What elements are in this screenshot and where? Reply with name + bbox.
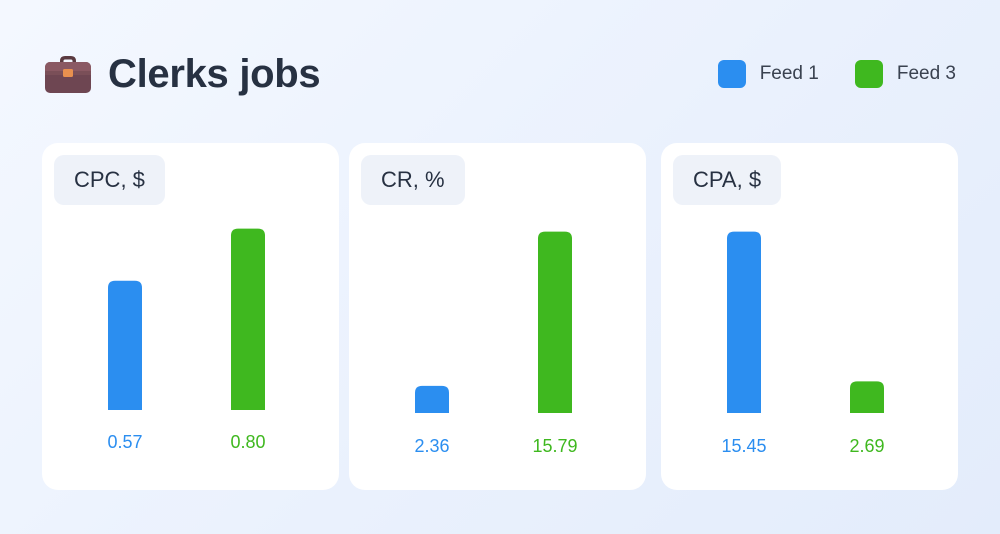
data-label: 15.79 [532,436,577,456]
data-label: 2.69 [849,436,884,456]
chart-card-cr: 2.36 15.79 CR, % [349,143,646,490]
legend-swatch-feed-1 [717,60,746,88]
legend-label: Feed 1 [759,63,819,84]
page-title: Clerks jobs [108,51,321,96]
data-label: 0.80 [230,432,265,452]
chart-card-cpc: 0.57 0.80 CPC, $ [42,143,339,490]
legend: Feed 1 Feed 3 [682,60,956,88]
bar-feed-3 [231,228,265,410]
chart-cpc: 0.57 0.80 [107,228,266,452]
bar-feed-1 [727,231,761,413]
chart-cr: 2.36 15.79 [414,231,578,456]
data-label: 15.45 [721,436,766,456]
briefcase-icon [44,54,92,94]
data-label: 0.57 [107,432,142,452]
chart-card-cpa: 15.45 2.69 CPA, $ [661,143,958,490]
bar-feed-3 [850,381,884,413]
legend-item-feed-1: Feed 1 [717,60,819,88]
chart-title: CPA, $ [673,155,782,205]
bar-feed-3 [538,231,572,413]
chart-cpa: 15.45 2.69 [721,231,885,456]
legend-swatch-feed-3 [854,60,883,88]
chart-title: CR, % [361,155,465,205]
bar-feed-1 [108,280,142,410]
data-label: 2.36 [414,436,449,456]
bar-feed-1 [415,385,449,413]
legend-label: Feed 3 [896,63,956,84]
legend-item-feed-3: Feed 3 [854,60,956,88]
header: Clerks jobs [44,50,321,98]
chart-title: CPC, $ [54,155,165,205]
